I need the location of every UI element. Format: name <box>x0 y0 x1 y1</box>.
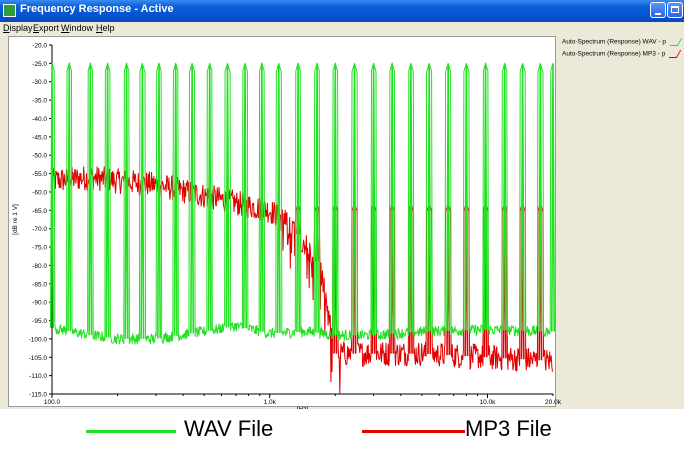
y-tick-label: -115.0 <box>29 392 47 399</box>
wav-peak <box>408 63 413 333</box>
wav-peak <box>390 63 395 334</box>
wav-legend-label: WAV File <box>184 416 274 441</box>
mp3-series-line <box>51 166 554 395</box>
y-tick-label: -105.0 <box>29 355 48 362</box>
window-title: Frequency Response - Active <box>20 3 174 15</box>
wav-peak <box>551 63 555 332</box>
y-tick-label: -100.0 <box>29 336 48 343</box>
wav-peak <box>156 63 161 339</box>
y-tick-label: -25.0 <box>32 61 47 68</box>
minimize-icon[interactable] <box>650 2 666 18</box>
application-window: Frequency Response - Active Display Expo… <box>0 0 684 409</box>
legend-entry-wav: Auto-Spectrum (Response) WAV - p <box>562 38 683 46</box>
y-tick-label: -75.0 <box>32 245 47 252</box>
wav-peak <box>88 63 93 336</box>
wav-peak <box>50 63 54 328</box>
menu-window[interactable]: Window <box>61 23 94 33</box>
wav-peak <box>352 63 357 336</box>
x-tick-label: 20.0k <box>545 399 562 406</box>
x-tick-label: 10.0k <box>480 399 497 406</box>
wav-peak <box>483 63 488 330</box>
wav-legend-line <box>86 430 176 433</box>
wav-peak <box>225 63 230 328</box>
wav-peak <box>315 63 320 333</box>
y-tick-label: -85.0 <box>32 281 47 288</box>
app-icon <box>3 4 16 17</box>
x-tick-label: 100.0 <box>44 399 61 406</box>
wav-peak <box>296 63 301 333</box>
y-tick-label: -70.0 <box>32 226 47 233</box>
title-bar[interactable]: Frequency Response - Active <box>0 0 684 22</box>
wav-peak <box>538 63 543 332</box>
x-tick-label: 1.0k <box>264 399 277 406</box>
y-tick-label: -35.0 <box>32 98 47 105</box>
wav-peak <box>140 63 145 339</box>
x-axis-label: [Hz] <box>297 406 309 409</box>
wav-peak <box>520 63 525 331</box>
wav-series-line <box>51 61 554 345</box>
wav-peak <box>173 63 178 336</box>
wav-peak <box>464 63 469 331</box>
menu-display[interactable]: Display <box>3 23 33 33</box>
wav-peak <box>105 63 110 338</box>
wav-peak <box>427 63 432 332</box>
y-tick-label: -110.0 <box>29 373 47 380</box>
legend-entry-mp3: Auto-Spectrum (Response) MP3 - p <box>562 50 682 58</box>
wav-peak <box>371 63 376 336</box>
mp3-legend-line <box>362 430 465 433</box>
wav-peak <box>207 63 212 331</box>
mp3-legend-label: MP3 File <box>465 416 552 441</box>
wav-peak <box>259 63 264 332</box>
y-tick-label: -20.0 <box>32 43 47 50</box>
wav-peak <box>124 63 129 339</box>
y-axis-label: [dB re 1 V] <box>12 204 19 235</box>
y-tick-label: -55.0 <box>32 171 47 178</box>
menu-bar: Display Export Window Help <box>0 22 684 35</box>
y-tick-label: -30.0 <box>32 79 47 86</box>
wav-peak <box>333 63 338 336</box>
wav-peak <box>190 63 195 334</box>
bottom-legend: WAV File MP3 File <box>0 409 684 465</box>
menu-export[interactable]: Export <box>33 23 60 33</box>
y-tick-label: -40.0 <box>32 116 47 123</box>
wav-peak <box>243 63 248 329</box>
menu-help[interactable]: Help <box>96 23 115 33</box>
y-tick-label: -50.0 <box>32 153 47 160</box>
y-tick-label: -60.0 <box>32 189 47 196</box>
wav-peak <box>67 63 72 332</box>
maximize-icon[interactable] <box>667 2 683 18</box>
y-tick-label: -90.0 <box>32 300 47 307</box>
wav-peak <box>276 63 281 333</box>
wav-peak <box>502 63 507 331</box>
wav-peak <box>446 63 451 331</box>
frequency-response-chart: -20.0 -25.0 -30.0 -35.0 -40.0 -45.0 -50.0 -55.0… <box>12 43 562 410</box>
y-tick-label: -45.0 <box>32 134 47 141</box>
y-tick-label: -95.0 <box>32 318 47 325</box>
legend-panel: Auto-Spectrum (Response) WAV - p Auto-Sp… <box>558 36 684 409</box>
y-tick-label: -80.0 <box>32 263 47 270</box>
y-tick-label: -65.0 <box>32 208 47 215</box>
